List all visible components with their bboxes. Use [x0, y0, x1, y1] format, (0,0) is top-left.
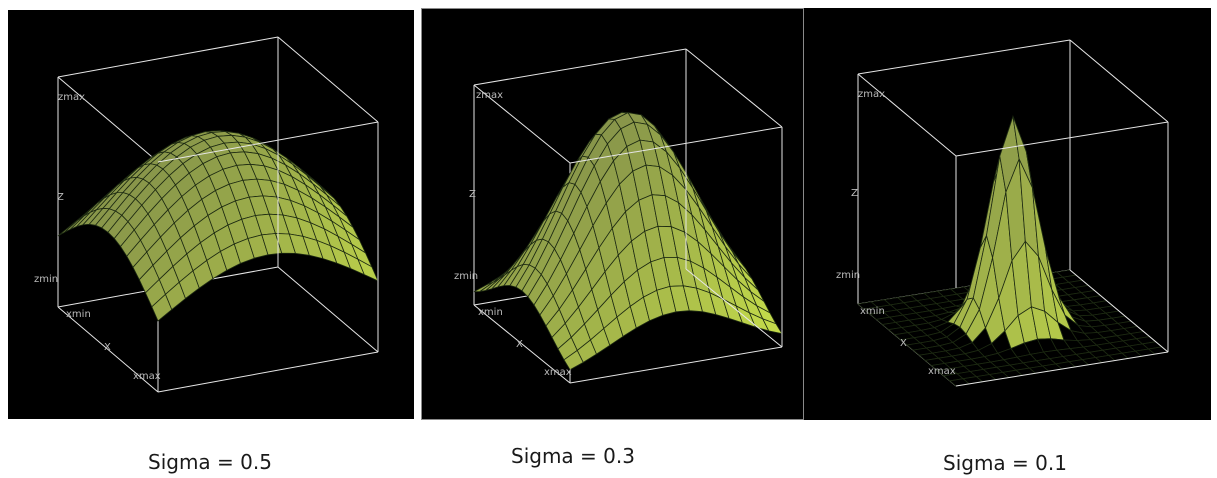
surface-plot-sigma-0-3: zmax Z zmin xmin X xmax	[421, 8, 804, 420]
box-edge	[569, 346, 783, 384]
box-edge	[473, 304, 571, 384]
box-edge	[473, 84, 571, 164]
xmin-label: xmin	[478, 307, 503, 318]
surface-layer	[473, 48, 783, 384]
xmax-label: xmax	[133, 371, 161, 382]
surface-plot-sigma-0-5: zmax Z zmin xmin X xmax	[8, 10, 414, 419]
bounding-box-front	[955, 39, 1169, 387]
caption-sigma-0-3: Sigma = 0.3	[511, 444, 635, 468]
zmin-label: zmin	[454, 271, 478, 282]
caption-sigma-0-5: Sigma = 0.5	[148, 450, 272, 474]
zmin-label: zmin	[836, 270, 860, 281]
box-edge	[857, 73, 957, 157]
gaussian-surface	[473, 111, 783, 371]
z-label: Z	[851, 188, 858, 199]
box-edge	[157, 351, 379, 393]
box-edge	[57, 76, 159, 163]
box-edge	[277, 266, 379, 353]
bounding-box-front	[157, 36, 379, 393]
box-edge	[569, 126, 783, 164]
surface-layer	[57, 36, 379, 393]
gaussian-surface	[857, 114, 1169, 387]
box-edge	[1069, 269, 1169, 353]
box-edge	[685, 268, 783, 348]
xmin-label: xmin	[66, 309, 91, 320]
x-axis-label: X	[104, 342, 111, 353]
box-edge	[955, 351, 1169, 387]
xmax-label: xmax	[544, 367, 572, 378]
bounding-box-front	[569, 48, 783, 384]
zmax-label: zmax	[58, 92, 85, 103]
caption-sigma-0-1: Sigma = 0.1	[943, 451, 1067, 475]
box-edge	[57, 36, 279, 78]
box-edge	[955, 121, 1169, 157]
box-edge	[57, 306, 159, 393]
box-edge	[157, 121, 379, 163]
plot-canvas: zmax Z zmin xmin X xmax	[34, 36, 379, 393]
gaussian-surface	[57, 130, 379, 322]
z-label: Z	[469, 189, 476, 200]
surface-facet	[761, 318, 783, 335]
surface-layer	[857, 39, 1169, 387]
plot-canvas: zmax Z zmin xmin X xmax	[836, 39, 1169, 387]
box-edge	[685, 48, 783, 128]
surface-plot-sigma-0-1: zmax Z zmin xmin X xmax	[804, 8, 1211, 420]
z-label: Z	[57, 192, 64, 203]
xmax-label: xmax	[928, 366, 956, 377]
zmax-label: zmax	[858, 89, 885, 100]
zmax-label: zmax	[476, 90, 503, 101]
xmin-label: xmin	[860, 306, 885, 317]
box-edge	[473, 48, 687, 86]
box-edge	[1069, 39, 1169, 123]
box-edge	[857, 39, 1071, 75]
x-axis-label: X	[516, 339, 523, 350]
box-edge	[277, 36, 379, 123]
zmin-label: zmin	[34, 274, 58, 285]
x-axis-label: X	[900, 338, 907, 349]
surface-facet	[357, 258, 379, 282]
plot-canvas: zmax Z zmin xmin X xmax	[454, 48, 783, 384]
